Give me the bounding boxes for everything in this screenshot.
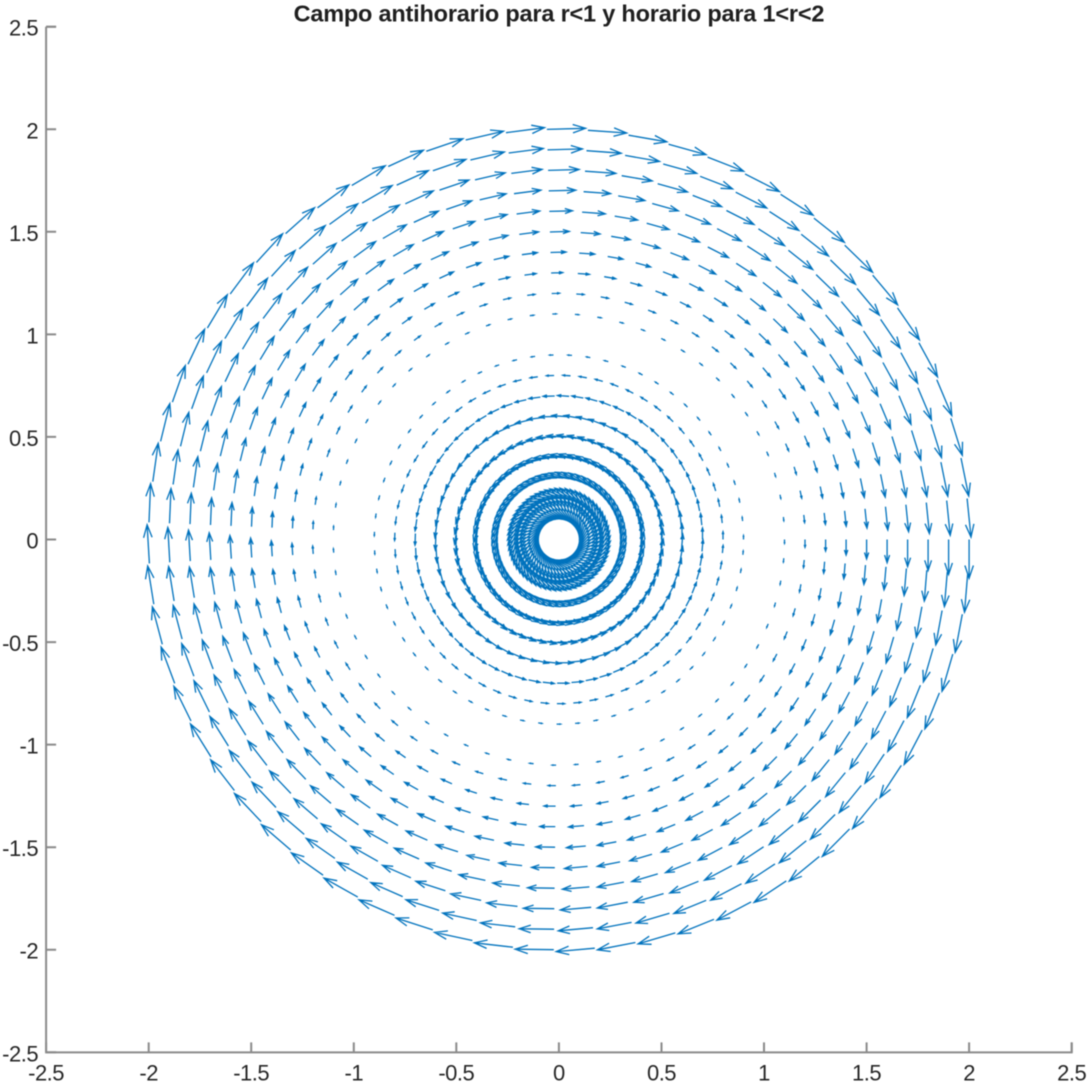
svg-text:0.5: 0.5 <box>9 426 38 451</box>
svg-text:1.5: 1.5 <box>9 221 38 246</box>
svg-text:0: 0 <box>26 529 38 554</box>
svg-text:Campo antihorario para r<1 y h: Campo antihorario para r<1 y horario par… <box>294 1 825 27</box>
svg-text:-0.5: -0.5 <box>438 1060 474 1084</box>
svg-text:-2.5: -2.5 <box>2 1041 38 1066</box>
svg-text:-1.5: -1.5 <box>233 1060 269 1084</box>
svg-text:-2.5: -2.5 <box>28 1060 64 1084</box>
svg-text:2: 2 <box>963 1060 975 1084</box>
svg-text:-0.5: -0.5 <box>2 631 38 656</box>
svg-text:-2: -2 <box>20 939 39 964</box>
svg-text:-2: -2 <box>139 1060 158 1084</box>
svg-text:0: 0 <box>553 1060 565 1084</box>
svg-text:-1: -1 <box>20 734 39 759</box>
svg-text:2.5: 2.5 <box>9 16 38 41</box>
svg-text:1: 1 <box>758 1060 770 1084</box>
svg-text:0.5: 0.5 <box>647 1060 676 1084</box>
svg-text:-1.5: -1.5 <box>2 836 38 861</box>
svg-text:1: 1 <box>26 323 38 348</box>
svg-text:1.5: 1.5 <box>852 1060 881 1084</box>
svg-text:2.5: 2.5 <box>1057 1060 1086 1084</box>
svg-text:2: 2 <box>26 118 38 143</box>
svg-text:-1: -1 <box>345 1060 364 1084</box>
